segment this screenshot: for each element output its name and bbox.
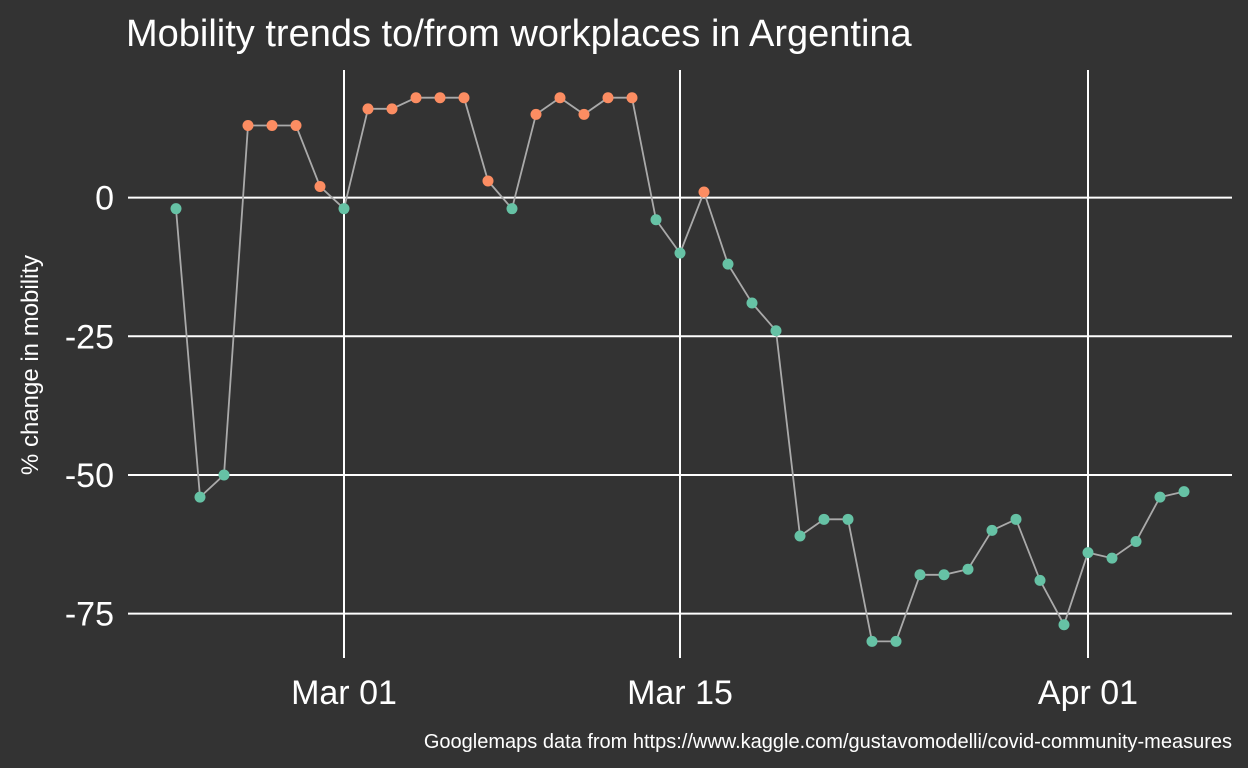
- data-point: [962, 563, 974, 575]
- data-point: [890, 635, 902, 647]
- data-point: [842, 513, 854, 525]
- data-point: [1082, 547, 1094, 559]
- data-point: [1130, 536, 1142, 548]
- data-point: [722, 258, 734, 270]
- data-point: [770, 325, 782, 337]
- data-point: [170, 203, 182, 215]
- x-tick-label: Apr 01: [1038, 674, 1138, 712]
- data-point: [650, 214, 662, 226]
- grid-lines: [128, 70, 1232, 658]
- data-point: [746, 297, 758, 309]
- chart-caption: Googlemaps data from https://www.kaggle.…: [423, 731, 1232, 753]
- y-tick-labels: 0 -25 -50 -75: [65, 180, 114, 634]
- data-point: [410, 92, 422, 104]
- data-point: [554, 92, 566, 104]
- data-point: [578, 108, 590, 120]
- data-point: [314, 180, 326, 192]
- data-point: [194, 491, 206, 503]
- data-point: [698, 186, 710, 198]
- data-point: [290, 119, 302, 131]
- data-point: [602, 92, 614, 104]
- y-tick-label: -75: [65, 596, 114, 634]
- x-tick-label: Mar 15: [627, 674, 733, 712]
- data-point: [434, 92, 446, 104]
- data-point: [218, 469, 230, 481]
- data-points: [170, 92, 1190, 647]
- data-point: [674, 247, 686, 259]
- data-point: [338, 203, 350, 215]
- y-tick-label: -50: [65, 457, 114, 495]
- data-point: [818, 513, 830, 525]
- data-point: [1154, 491, 1166, 503]
- y-tick-label: 0: [95, 180, 114, 218]
- data-point: [482, 175, 494, 187]
- data-point: [1034, 574, 1046, 586]
- data-point: [1058, 619, 1070, 631]
- data-point: [266, 119, 278, 131]
- data-point: [986, 524, 998, 536]
- data-point: [362, 103, 374, 115]
- data-point: [794, 530, 806, 542]
- data-point: [1010, 513, 1022, 525]
- data-point: [938, 569, 950, 581]
- y-axis-label: % change in mobility: [17, 255, 44, 475]
- data-point: [458, 92, 470, 104]
- x-tick-labels: Mar 01 Mar 15 Apr 01: [291, 674, 1138, 712]
- data-point: [242, 119, 254, 131]
- data-point: [1106, 552, 1118, 564]
- y-tick-label: -25: [65, 318, 114, 356]
- x-tick-label: Mar 01: [291, 674, 397, 712]
- data-point: [506, 203, 518, 215]
- data-point: [530, 108, 542, 120]
- data-point: [866, 635, 878, 647]
- chart-title: Mobility trends to/from workplaces in Ar…: [126, 13, 912, 55]
- data-point: [1178, 486, 1190, 498]
- data-point: [626, 92, 638, 104]
- data-point: [386, 103, 398, 115]
- data-point: [914, 569, 926, 581]
